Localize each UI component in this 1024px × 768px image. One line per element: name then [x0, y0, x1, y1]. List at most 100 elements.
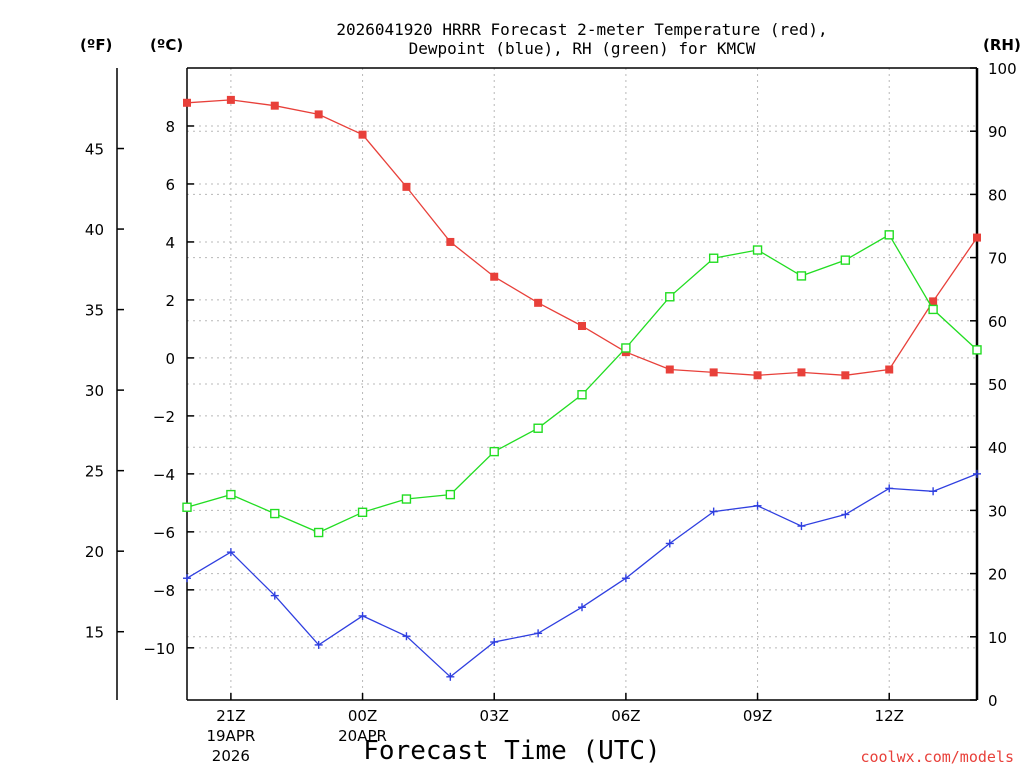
data-point-marker: [445, 489, 456, 500]
celsius-tick-label: 6: [165, 176, 175, 194]
celsius-tick-label: −8: [153, 582, 175, 600]
series-relative-humidity: [182, 230, 982, 538]
data-point-marker: [402, 632, 411, 641]
data-point-marker: [929, 297, 938, 306]
celsius-tick-label: 8: [165, 118, 175, 136]
data-point-marker: [401, 494, 412, 504]
data-point-marker: [490, 638, 499, 647]
data-point-marker: [226, 95, 235, 104]
data-point-marker: [182, 502, 192, 512]
series-line: [186, 233, 978, 534]
plot-frame: [116, 67, 979, 701]
data-point-marker: [973, 233, 981, 242]
data-point-marker: [972, 345, 982, 355]
fahrenheit-tick-label: 30: [85, 382, 104, 400]
rh-axis-unit: (RH): [983, 36, 1021, 54]
data-point-marker: [534, 298, 543, 307]
data-point-marker: [797, 522, 806, 531]
rh-tick-label: 80: [988, 186, 1007, 204]
series-line: [186, 99, 978, 376]
fahrenheit-tick-label: 25: [85, 463, 104, 481]
axis-ticks: 86420−2−4−6−8−10454035302520151009080706…: [85, 60, 1017, 765]
data-point-marker: [621, 574, 630, 583]
data-point-marker: [314, 640, 323, 649]
x-axis-title: Forecast Time (UTC): [363, 736, 660, 766]
rh-tick-label: 20: [988, 566, 1007, 584]
source-credit: coolwx.com/models: [860, 748, 1014, 766]
celsius-tick-label: −6: [153, 524, 175, 542]
data-point-marker: [490, 272, 499, 281]
data-point-marker: [796, 271, 807, 281]
series-2-meter-temperature: [183, 95, 981, 380]
data-point-marker: [226, 548, 235, 557]
rh-tick-label: 90: [988, 123, 1007, 141]
data-point-marker: [357, 507, 368, 517]
data-point-marker: [884, 230, 894, 240]
data-point-marker: [665, 292, 675, 302]
data-point-marker: [534, 629, 543, 638]
data-point-marker: [973, 469, 981, 478]
rh-tick-label: 40: [988, 439, 1007, 457]
data-point-marker: [665, 365, 674, 374]
data-point-marker: [709, 507, 718, 516]
data-point-marker: [841, 510, 850, 519]
data-point-marker: [928, 304, 938, 315]
fahrenheit-tick-label: 35: [85, 302, 104, 320]
fahrenheit-tick-label: 15: [85, 624, 104, 642]
data-point-marker: [270, 101, 279, 110]
celsius-tick-label: 0: [165, 350, 175, 368]
x-tick-date-label: 20APR: [338, 727, 387, 745]
rh-tick-label: 60: [988, 313, 1007, 331]
data-point-marker: [402, 182, 411, 191]
data-point-marker: [752, 245, 763, 255]
fahrenheit-tick-label: 20: [85, 543, 104, 561]
data-point-marker: [885, 365, 894, 374]
rh-tick-label: 50: [988, 376, 1007, 394]
data-point-marker: [708, 253, 719, 263]
series-line: [186, 473, 978, 678]
data-series: [182, 95, 982, 681]
data-point-marker: [885, 484, 894, 493]
data-point-marker: [446, 237, 455, 246]
data-point-marker: [621, 343, 631, 353]
rh-tick-label: 100: [988, 60, 1017, 78]
series-dewpoint: [183, 469, 981, 681]
x-tick-date-label: 19APR: [206, 727, 255, 745]
data-point-marker: [314, 110, 323, 119]
data-point-marker: [840, 255, 851, 265]
data-point-marker: [270, 591, 279, 600]
celsius-tick-label: 2: [165, 292, 175, 310]
celsius-axis-unit: (ºC): [150, 36, 183, 54]
chart-title-line1: 2026041920 HRRR Forecast 2-meter Tempera…: [336, 20, 827, 39]
data-point-marker: [709, 368, 718, 377]
data-point-marker: [797, 368, 806, 377]
rh-tick-label: 0: [988, 692, 998, 710]
fahrenheit-axis-unit: (ºF): [80, 36, 112, 54]
rh-tick-label: 30: [988, 502, 1007, 520]
data-point-marker: [753, 371, 762, 380]
rh-tick-label: 10: [988, 629, 1007, 647]
celsius-tick-label: −4: [153, 466, 175, 484]
data-point-marker: [446, 672, 455, 681]
data-point-marker: [313, 527, 324, 538]
data-point-marker: [929, 487, 938, 496]
data-point-marker: [578, 322, 586, 331]
data-point-marker: [489, 446, 499, 457]
data-point-marker: [577, 390, 587, 400]
celsius-tick-label: 4: [165, 234, 175, 252]
data-point-marker: [183, 574, 191, 583]
x-tick-label: 12Z: [875, 707, 904, 725]
celsius-tick-label: −10: [143, 640, 175, 658]
fahrenheit-tick-label: 40: [85, 221, 104, 239]
celsius-tick-label: −2: [153, 408, 175, 426]
data-point-marker: [841, 371, 850, 380]
data-point-marker: [533, 423, 543, 433]
data-point-marker: [358, 130, 367, 139]
x-tick-label: 21Z: [216, 707, 245, 725]
x-tick-label: 06Z: [611, 707, 640, 725]
data-point-marker: [358, 611, 367, 620]
rh-tick-label: 70: [988, 250, 1007, 268]
data-point-marker: [665, 539, 674, 548]
data-point-marker: [753, 501, 762, 510]
